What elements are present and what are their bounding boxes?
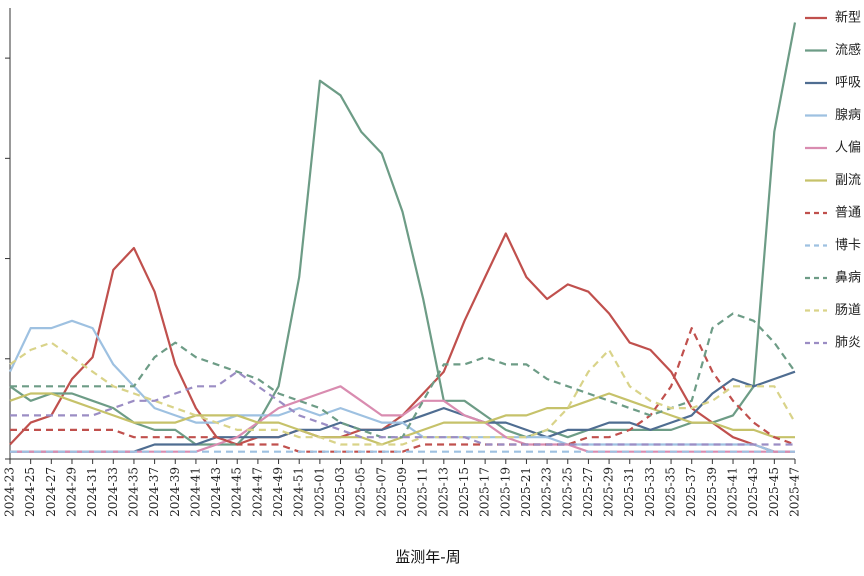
legend-label: 普通 [835,206,861,221]
x-tick-label: 2025-15 [457,467,471,517]
x-tick-label: 2024-29 [64,467,78,517]
x-tick-label: 2025-05 [354,467,368,517]
legend-label: 腺病 [835,108,861,123]
legend-label: 人偏 [835,141,861,156]
x-tick-label: 2024-43 [209,467,223,517]
series-lines [9,22,797,453]
x-tick-label: 2024-41 [188,467,202,517]
legend-label: 博卡 [835,238,861,253]
x-tick-label: 2025-27 [581,467,595,517]
x-tick-label: 2024-47 [250,467,264,517]
x-tick-label: 2024-51 [292,467,306,517]
x-tick-label: 2025-35 [664,467,678,517]
legend-label: 肠道 [835,303,861,318]
series-line-10 [10,370,795,446]
x-tick-label: 2025-21 [519,467,533,517]
x-tick-label: 2024-39 [168,467,182,517]
x-tick-label: 2025-07 [374,467,388,517]
x-tick-label: 2024-27 [44,467,58,517]
x-tick-label: 2024-25 [23,467,37,517]
x-tick-label: 2025-45 [767,467,781,517]
x-tick-label: 2025-31 [622,467,636,517]
series-line-1 [9,22,797,446]
x-tick-labels: 2024-23 2024-25 2024-27 2024-29 2024-31 2024-… [3,467,802,517]
x-tick-label: 2025-33 [643,467,657,517]
x-tick-label: 2025-29 [602,467,616,517]
legend-label: 呼吸 [835,76,861,91]
x-tick-label: 2025-19 [498,467,512,517]
x-tick-label: 2025-25 [560,467,574,517]
series-line-6 [10,327,796,453]
x-tick-label: 2025-47 [788,467,802,517]
x-tick-label: 2024-23 [3,467,17,517]
axes [5,8,796,464]
legend-label: 新型 [835,10,861,26]
x-tick-label: 2025-41 [726,467,740,517]
x-tick-label: 2025-43 [746,467,760,517]
x-tick-label: 2024-45 [230,467,244,517]
series-line-9 [9,341,796,446]
legend-label: 鼻病 [835,270,861,286]
legend-label: 副流 [835,173,861,188]
x-tick-label: 2025-01 [312,467,326,517]
legend-label: 流感 [835,42,861,58]
series-line-3 [9,319,795,453]
x-tick-label: 2025-11 [416,467,430,517]
series-line-8 [10,312,796,439]
x-tick-label: 2025-09 [395,467,409,517]
x-tick-label: 2025-17 [478,467,492,517]
x-axis-title: 监测年-周 [395,548,460,566]
x-tick-label: 2025-23 [540,467,554,517]
x-tick-label: 2025-13 [436,467,450,517]
x-tick-label: 2024-33 [106,467,120,517]
x-tick-label: 2024-31 [85,467,99,517]
x-tick-label: 2025-03 [333,467,347,517]
x-tick-label: 2024-49 [271,467,285,517]
x-tick-label: 2025-37 [684,467,698,517]
x-tick-label: 2025-39 [705,467,719,517]
x-tick-label: 2024-35 [126,467,140,517]
legend-label: 肺炎 [835,336,861,351]
x-tick-label: 2024-37 [147,467,161,517]
